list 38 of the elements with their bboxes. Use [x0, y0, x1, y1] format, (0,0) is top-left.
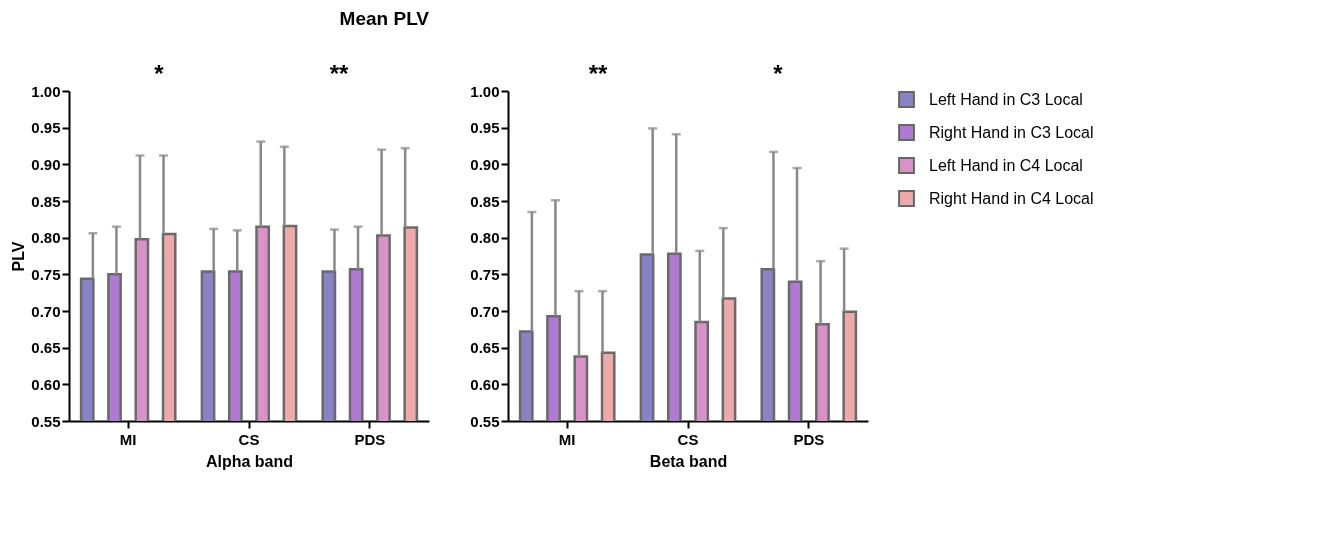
y-tick-label: 0.75: [31, 265, 61, 283]
y-tick-label: 1.00: [470, 82, 500, 100]
legend-label: Right Hand in C4 Local: [929, 189, 1094, 207]
chart-title: Mean PLV: [339, 8, 430, 29]
text: *: [154, 60, 165, 87]
text: **: [588, 60, 608, 87]
x-tick-label: PDS: [354, 430, 386, 448]
y-tick-label: 0.90: [31, 155, 61, 173]
y-tick-label: 1.00: [31, 82, 61, 100]
y-tick-label: 0.90: [470, 155, 500, 173]
text: *: [773, 60, 784, 87]
legend-label: Left Hand in C3 Local: [929, 90, 1083, 108]
y-tick-label: 0.85: [470, 192, 500, 210]
x-axis-title: Alpha band: [205, 452, 294, 470]
y-tick-label: 0.80: [470, 229, 500, 247]
y-axis-title: PLV: [10, 241, 28, 272]
legend-label: Left Hand in C4 Local: [929, 156, 1083, 174]
y-tick-label: 0.65: [31, 339, 61, 357]
y-tick-label: 0.60: [31, 375, 61, 393]
y-tick-label: 0.70: [470, 302, 500, 320]
y-tick-label: 0.95: [470, 119, 500, 137]
x-axis-title: Beta band: [649, 452, 728, 470]
y-tick-label: 0.95: [31, 119, 61, 137]
x-tick-label: CS: [677, 430, 699, 448]
x-tick-label: CS: [238, 430, 260, 448]
y-tick-label: 0.75: [470, 265, 500, 283]
y-tick-label: 0.65: [470, 339, 500, 357]
y-tick-label: 0.55: [31, 412, 61, 430]
y-tick-label: 0.70: [31, 302, 61, 320]
legend-label: Right Hand in C3 Local: [929, 123, 1094, 141]
y-tick-label: 0.85: [31, 192, 61, 210]
y-tick-label: 0.60: [470, 375, 500, 393]
text: **: [329, 60, 349, 87]
y-tick-label: 0.80: [31, 229, 61, 247]
y-tick-label: 0.55: [470, 412, 500, 430]
x-tick-label: PDS: [793, 430, 825, 448]
x-tick-label: MI: [558, 430, 576, 448]
x-tick-label: MI: [119, 430, 137, 448]
